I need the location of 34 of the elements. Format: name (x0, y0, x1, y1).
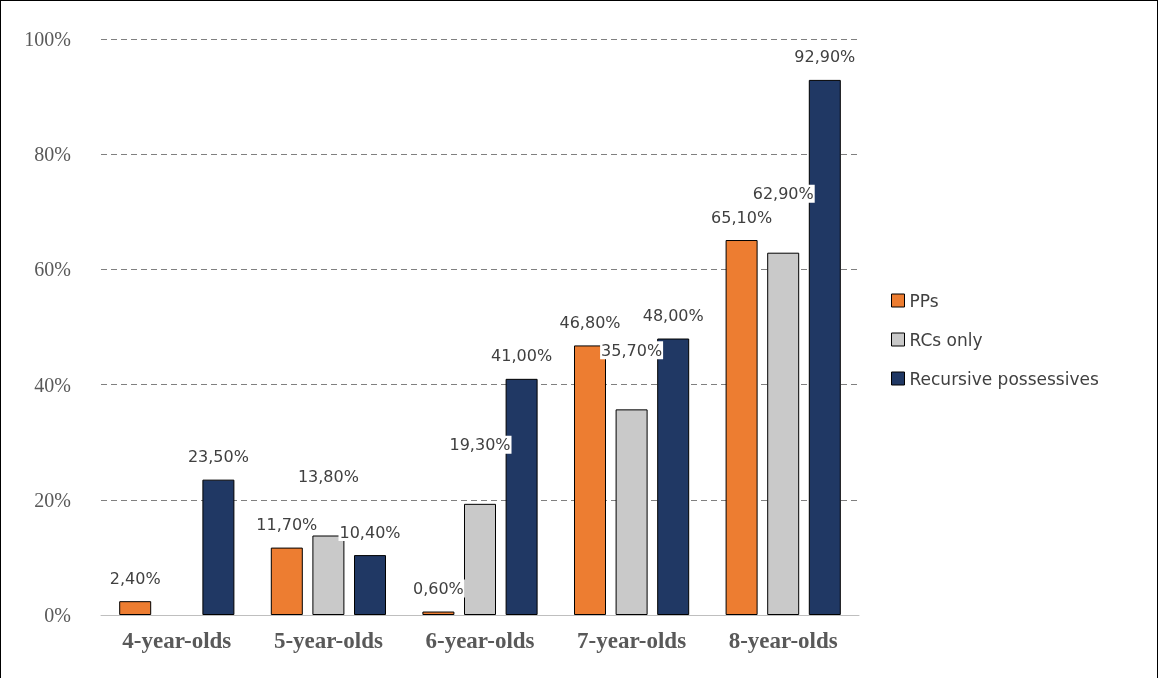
y-tick-label: 40% (34, 373, 71, 396)
data-label: 2,40% (109, 568, 161, 588)
data-label: 48,00% (642, 306, 704, 326)
bar (202, 479, 235, 615)
data-label: 23,50% (187, 447, 249, 467)
y-tick-label: 100% (24, 28, 71, 50)
bar (725, 240, 758, 615)
data-label: 35,70% (601, 340, 663, 360)
data-label: 11,70% (256, 515, 318, 535)
legend-label: PPs (909, 290, 939, 311)
data-label: 41,00% (491, 346, 553, 366)
data-label: 92,90% (794, 47, 856, 67)
y-tick-label: 60% (34, 258, 71, 281)
data-label: 19,30% (449, 435, 511, 455)
data-label: 62,90% (752, 184, 814, 204)
x-tick-label: 8-year-olds (728, 628, 838, 653)
data-label: 10,40% (339, 522, 401, 542)
data-label: 46,80% (559, 312, 621, 332)
x-tick-label: 6-year-olds (425, 628, 535, 653)
data-label: 13,80% (297, 467, 359, 487)
x-tick-label: 5-year-olds (273, 628, 383, 653)
legend-label: Recursive possessives (909, 368, 1099, 389)
data-label: 0,60% (412, 579, 464, 599)
bar (119, 601, 152, 615)
x-tick-label: 4-year-olds (122, 628, 232, 653)
y-tick-label: 0% (44, 604, 71, 626)
legend-label: RCs only (909, 329, 983, 350)
x-tick-label: 7-year-olds (577, 628, 687, 653)
bar (354, 555, 386, 615)
y-tick-label: 80% (34, 143, 71, 166)
y-tick-label: 20% (34, 488, 71, 511)
data-label: 65,10% (711, 207, 773, 227)
bar (270, 547, 303, 615)
bar (422, 611, 455, 615)
